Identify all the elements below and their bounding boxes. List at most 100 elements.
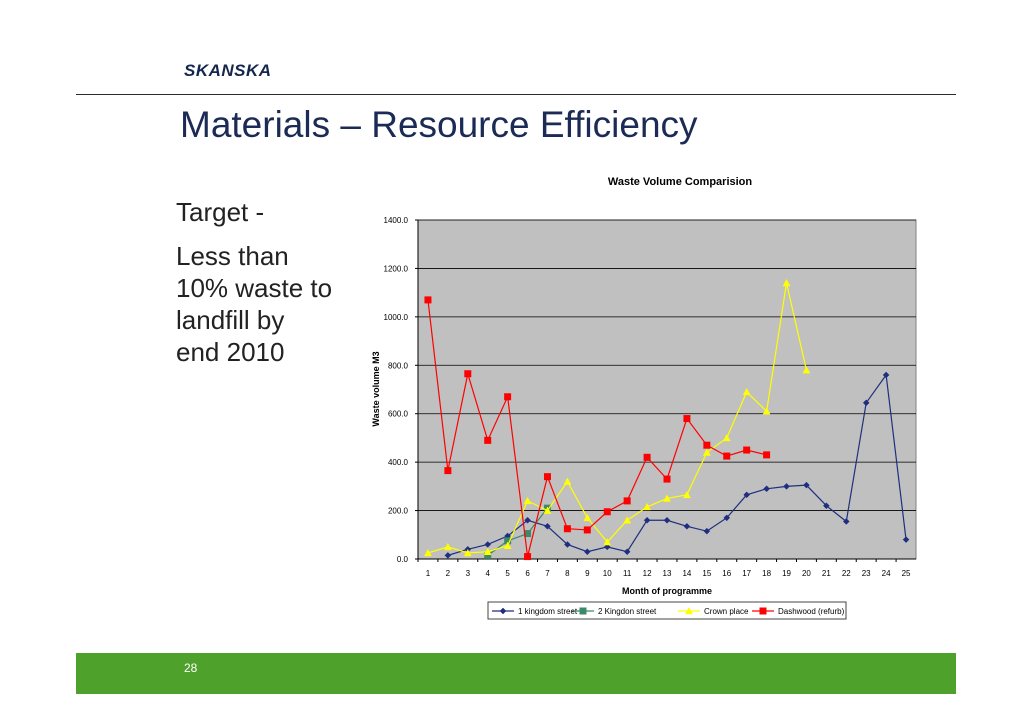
x-tick-label: 9	[585, 569, 590, 578]
target-line: landfill by	[176, 305, 285, 335]
x-tick-label: 21	[822, 569, 831, 578]
series-0	[444, 371, 910, 559]
chart-legend: 1 kingdom street 2 Kingdon street Crown pl…	[487, 601, 847, 620]
data-point	[463, 548, 472, 557]
data-point	[782, 278, 791, 287]
data-point	[683, 522, 691, 530]
legend-marker	[579, 607, 587, 615]
data-point	[783, 483, 790, 490]
x-tick-label: 19	[782, 569, 791, 578]
y-tick-label: 1400.0	[384, 216, 409, 225]
x-tick-label: 7	[545, 569, 550, 578]
legend-label: 1 kingdom street	[518, 607, 578, 616]
data-point	[763, 451, 771, 459]
data-point	[643, 453, 651, 461]
y-tick-label: 1000.0	[384, 313, 409, 322]
data-point	[743, 491, 751, 499]
data-point	[583, 513, 592, 522]
series-line	[427, 282, 808, 554]
data-point	[504, 393, 512, 401]
series-layer	[424, 278, 910, 561]
legend-label: Dashwood (refurb)	[778, 607, 845, 616]
data-point	[803, 481, 810, 489]
data-point	[444, 467, 452, 475]
x-tick-label: 15	[702, 569, 711, 578]
x-tick-label: 20	[802, 569, 811, 578]
x-tick-label: 2	[446, 569, 451, 578]
y-axis-label: Waste volume M3	[371, 351, 381, 426]
y-axis-ticks: 0.0 200.0 400.0 600.0 800.0 1000.0 1200.0 1400.…	[384, 216, 418, 564]
x-axis-label: Month of programme	[622, 586, 712, 596]
data-point	[524, 516, 531, 524]
data-point	[683, 490, 691, 499]
data-point	[564, 541, 571, 548]
data-point	[663, 516, 671, 524]
y-tick-label: 600.0	[388, 410, 409, 419]
footer-bar: 28	[76, 653, 956, 694]
data-point	[743, 446, 751, 454]
data-point	[683, 415, 691, 423]
data-point	[484, 551, 492, 559]
target-line: Less than	[176, 241, 289, 271]
data-point	[623, 516, 632, 524]
data-point	[902, 536, 910, 543]
data-point	[862, 399, 870, 407]
data-point	[842, 518, 850, 525]
target-line: end 2010	[176, 337, 285, 367]
series-3	[424, 296, 771, 561]
data-point	[544, 522, 551, 530]
x-tick-label: 8	[565, 569, 570, 578]
data-point	[762, 407, 771, 415]
legend-marker	[685, 606, 693, 615]
data-point	[484, 541, 492, 548]
x-tick-label: 3	[466, 569, 471, 578]
x-tick-label: 10	[603, 569, 612, 578]
data-point	[723, 514, 731, 522]
data-point	[802, 366, 811, 374]
x-tick-label: 6	[525, 569, 530, 578]
x-tick-label: 17	[742, 569, 751, 578]
data-point	[563, 477, 572, 485]
x-tick-label: 13	[663, 569, 672, 578]
legend-marker	[499, 607, 507, 615]
y-tick-label: 400.0	[388, 458, 409, 467]
data-point	[424, 548, 432, 557]
page-number: 28	[184, 661, 198, 675]
data-point	[623, 548, 631, 556]
legend-label: Crown place	[704, 607, 749, 616]
series-line	[447, 373, 907, 556]
data-point	[464, 370, 472, 378]
x-tick-label: 1	[426, 569, 431, 578]
data-point	[702, 448, 711, 456]
data-point	[424, 296, 432, 304]
x-tick-label: 16	[722, 569, 731, 578]
x-tick-label: 11	[623, 569, 632, 578]
header-divider	[76, 94, 956, 95]
slide-title: Materials – Resource Efficiency	[180, 104, 698, 145]
plot-area	[417, 219, 917, 560]
x-tick-label: 4	[485, 569, 490, 578]
x-axis-ticks: 1 2 3 4 5 6 7 8 9 10 11 12 13 14 15 16 17 18 19 20 21 22 23 24 2…	[417, 559, 911, 578]
target-label: Target -	[176, 197, 265, 227]
target-line: 10% waste to	[176, 273, 333, 303]
data-point	[603, 508, 611, 516]
x-tick-label: 18	[762, 569, 771, 578]
data-point	[443, 542, 452, 551]
data-point	[484, 436, 492, 444]
data-point	[663, 494, 671, 502]
data-point	[583, 548, 591, 556]
data-point	[643, 516, 651, 524]
data-point	[603, 538, 612, 546]
legend-marker	[759, 607, 767, 615]
data-point	[722, 433, 731, 442]
data-point	[623, 497, 631, 505]
y-tick-label: 1200.0	[384, 264, 409, 273]
y-tick-label: 200.0	[388, 507, 409, 516]
data-point	[503, 541, 512, 549]
data-point	[703, 527, 711, 535]
data-point	[603, 543, 611, 551]
data-point	[524, 530, 532, 538]
skanska-logo: SKANSKA	[184, 61, 272, 80]
data-point	[444, 552, 452, 559]
